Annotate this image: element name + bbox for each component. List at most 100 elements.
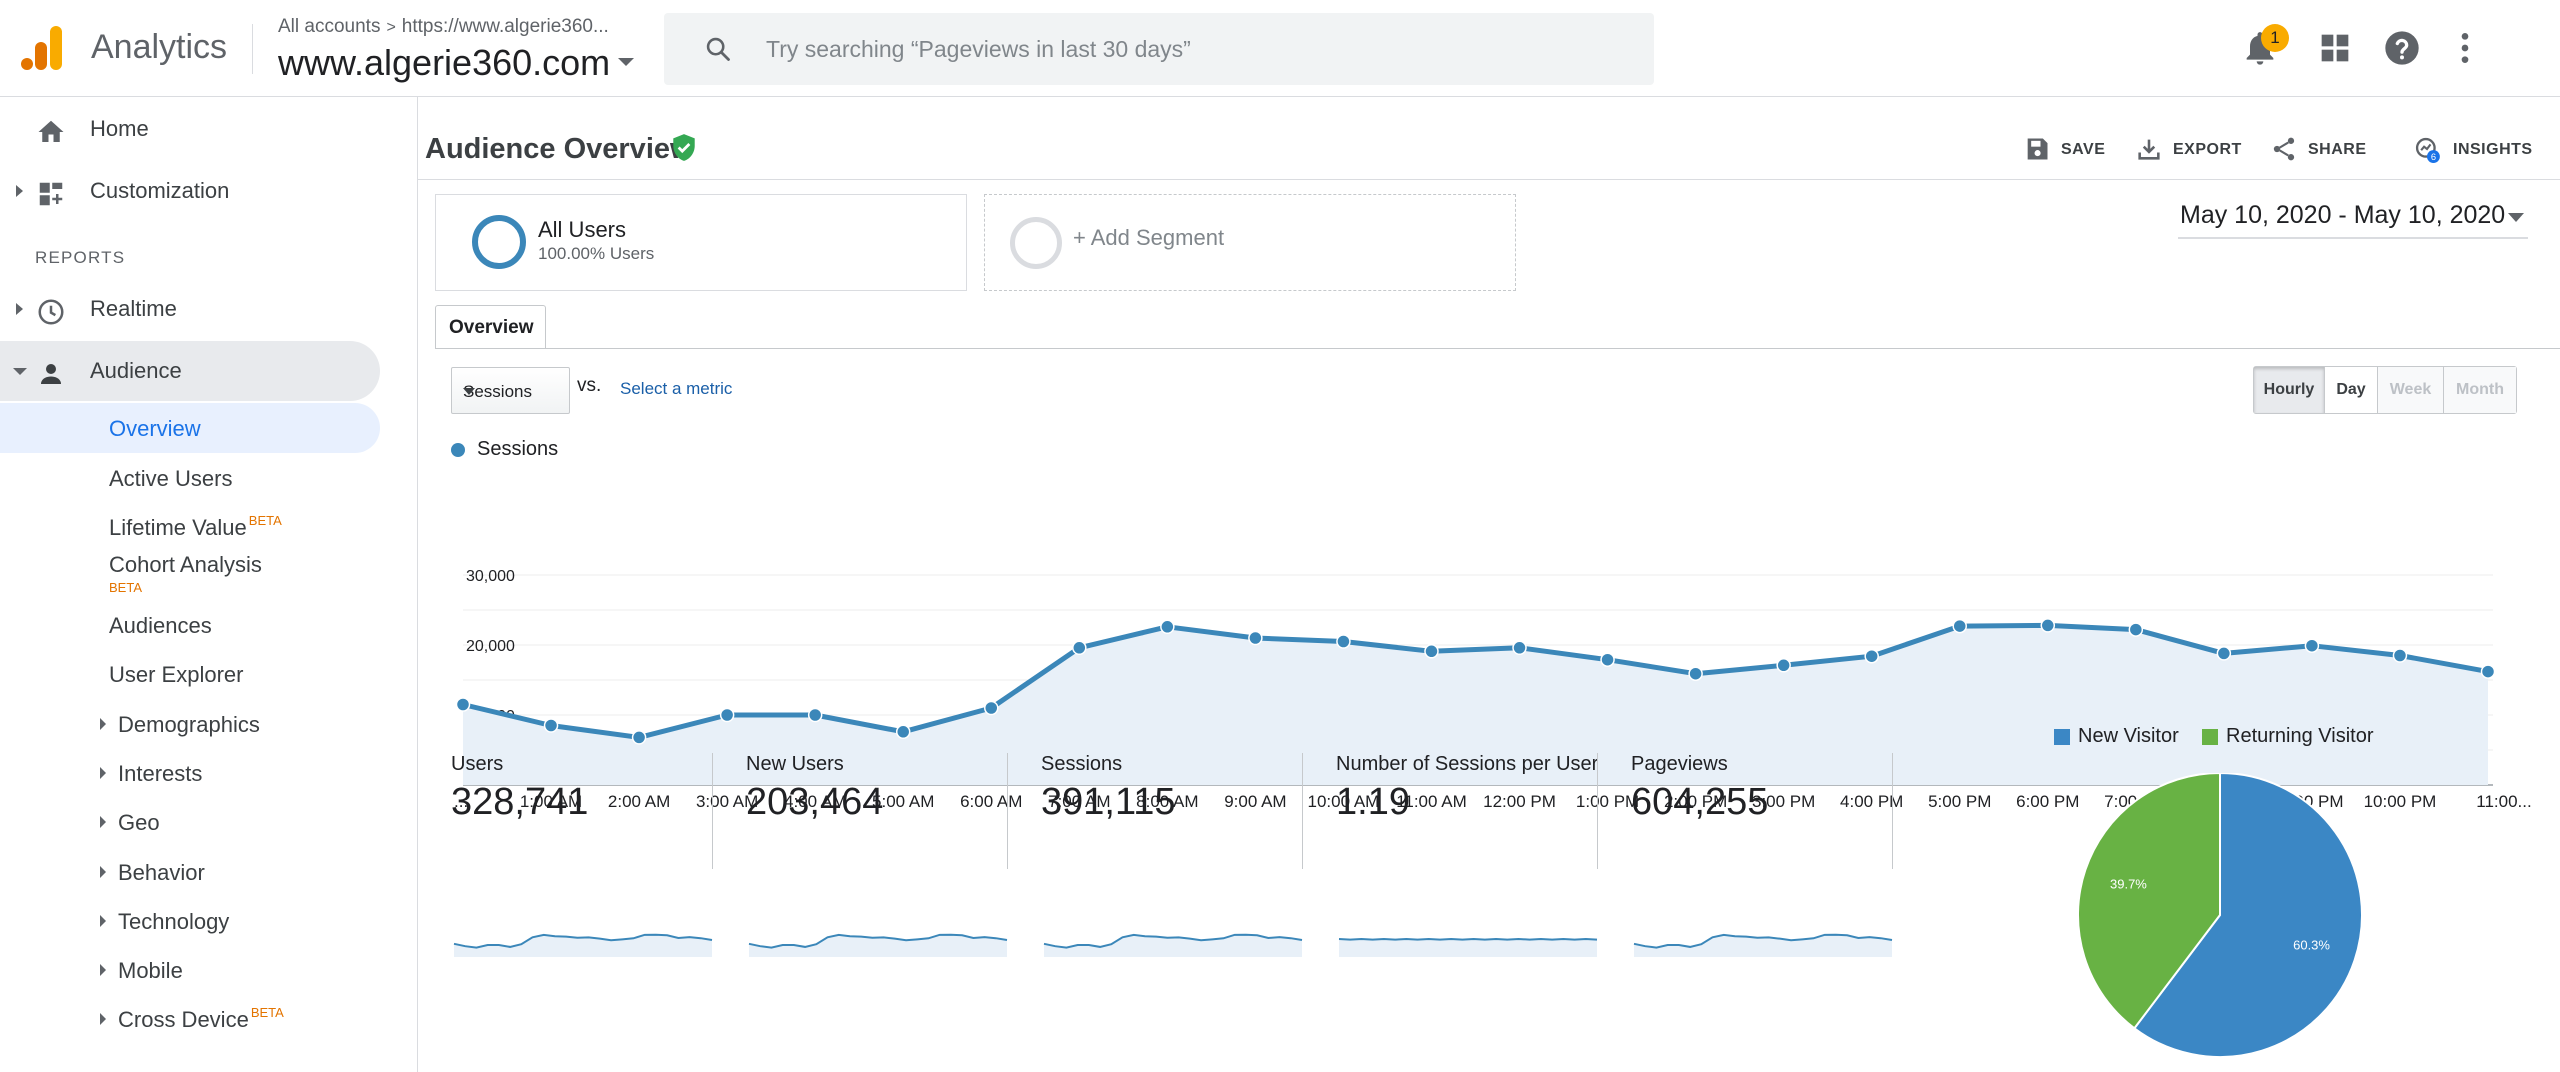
expand-arrow-icon[interactable] (100, 915, 106, 927)
data-point[interactable] (455, 697, 471, 712)
hourly-button[interactable]: Hourly (2254, 367, 2324, 413)
search-input[interactable] (766, 27, 1626, 71)
data-point[interactable] (1160, 619, 1175, 635)
dashboard-icon (39, 182, 63, 206)
data-point[interactable] (2040, 618, 2056, 633)
sidebar-item-customization[interactable]: Customization (0, 161, 380, 221)
week-button[interactable]: Week (2377, 367, 2443, 413)
scorecard-divider (712, 753, 713, 869)
share-label: SHARE (2308, 141, 2367, 158)
save-label: SAVE (2061, 141, 2106, 158)
sidebar-item-audience[interactable]: Audience (0, 341, 380, 401)
data-point[interactable] (2480, 664, 2496, 679)
segment-all-users[interactable]: All Users 100.00% Users (435, 194, 967, 291)
sidebar-item-home[interactable]: Home (0, 99, 380, 159)
sidebar-item-realtime[interactable]: Realtime (0, 279, 380, 339)
add-segment-button[interactable]: + Add Segment (984, 194, 1516, 291)
sidebar-item-label: Customization (90, 178, 230, 203)
data-point[interactable] (807, 707, 823, 723)
breadcrumb-all-accounts[interactable]: All accounts (278, 16, 381, 37)
sidebar-item-cross-device[interactable]: Cross Device BETA (0, 994, 380, 1044)
metric-select[interactable]: Sessions (451, 367, 570, 414)
more-vert-icon[interactable] (2445, 28, 2485, 68)
sidebar-item-demographics[interactable]: Demographics (0, 699, 380, 749)
analytics-logo[interactable] (20, 24, 64, 72)
expand-arrow-icon[interactable] (16, 185, 23, 197)
sidebar-item-label: Geo (118, 810, 160, 835)
tab-overview[interactable]: Overview (435, 305, 546, 349)
scorecard-value: 604,255 (1631, 781, 1769, 823)
account-breadcrumb[interactable]: All accounts > https://www.algerie360... (278, 16, 609, 38)
sidebar-item-lifetime-value[interactable]: Lifetime Value BETA (0, 502, 380, 552)
data-point[interactable] (543, 718, 559, 733)
data-point[interactable] (895, 724, 911, 740)
legend-label: Sessions (477, 438, 559, 460)
scorecard-new-users[interactable]: New Users 203,464 (713, 745, 1008, 870)
x-tick-label: 11:00... (2476, 792, 2531, 811)
data-point[interactable] (631, 730, 647, 745)
download-icon (2138, 139, 2160, 160)
beta-badge: BETA (250, 1005, 284, 1020)
expand-arrow-icon[interactable] (100, 964, 106, 976)
sidebar-item-overview[interactable]: Overview (0, 403, 380, 453)
data-point[interactable] (2216, 646, 2232, 661)
month-button[interactable]: Month (2443, 367, 2516, 413)
sidebar-item-interests[interactable]: Interests (0, 748, 380, 798)
data-point[interactable] (1864, 648, 1879, 664)
pie-slice[interactable] (2132, 773, 2363, 1058)
visitor-type-pie-chart[interactable]: 60.3% 39.7% (2078, 773, 2378, 1072)
select-metric-link[interactable]: Select a metric (620, 379, 733, 398)
data-point[interactable] (1248, 630, 1263, 646)
expand-arrow-icon[interactable] (100, 1013, 106, 1025)
help-icon[interactable] (2382, 28, 2422, 68)
scorecard-pageviews[interactable]: Pageviews 604,255 (1598, 745, 1893, 870)
sidebar-item-behavior[interactable]: Behavior (0, 847, 380, 897)
pie-slice[interactable] (2078, 773, 2221, 1030)
date-range-picker[interactable]: May 10, 2020 - May 10, 2020 (2178, 199, 2528, 239)
day-button[interactable]: Day (2324, 367, 2377, 413)
x-tick-label: 6:00 PM (2016, 792, 2079, 811)
sidebar-item-user-explorer[interactable]: User Explorer (0, 649, 380, 699)
account-dropdown-icon[interactable] (618, 58, 634, 66)
expand-arrow-icon[interactable] (100, 866, 106, 878)
report-main: Audience Overview SAVE EXPORT SHARE (418, 97, 2560, 1072)
apps-grid-icon[interactable] (2315, 28, 2355, 68)
search-bar[interactable] (664, 13, 1654, 85)
breadcrumb-property[interactable]: https://www.algerie360... (401, 16, 609, 37)
data-point[interactable] (1952, 618, 1967, 634)
expand-arrow-icon[interactable] (100, 718, 106, 730)
data-point[interactable] (1776, 658, 1791, 673)
scorecard-users[interactable]: Users 328,741 (418, 745, 713, 870)
sidebar-item-geo[interactable]: Geo (0, 797, 380, 847)
data-point[interactable] (1336, 634, 1351, 649)
account-selector[interactable]: www.algerie360.com (278, 42, 611, 83)
expand-arrow-icon[interactable] (100, 816, 106, 828)
search-icon (706, 37, 730, 61)
sidebar: Home Customization REPORTS Realtime Audi… (0, 97, 418, 1072)
data-point[interactable] (984, 700, 999, 716)
expand-arrow-icon[interactable] (100, 767, 106, 779)
data-point[interactable] (2392, 648, 2408, 663)
sidebar-item-audiences[interactable]: Audiences (0, 600, 380, 650)
home-icon (38, 120, 64, 142)
x-tick-label: 3:00 PM (1752, 792, 1815, 811)
data-point[interactable] (1688, 666, 1703, 681)
data-point[interactable] (2304, 638, 2320, 653)
data-point[interactable] (719, 707, 735, 723)
scorecard-sessions[interactable]: Sessions 391,115 (1008, 745, 1303, 870)
x-tick-label: 1:00 PM (1576, 792, 1639, 811)
data-point[interactable] (1072, 640, 1087, 656)
sidebar-item-active-users[interactable]: Active Users (0, 453, 380, 503)
sidebar-item-technology[interactable]: Technology (0, 896, 380, 946)
sidebar-item-cohort-analysis[interactable]: Cohort Analysis BETA (0, 543, 380, 595)
sidebar-item-mobile[interactable]: Mobile (0, 945, 380, 995)
expand-arrow-icon[interactable] (16, 303, 23, 315)
data-point[interactable] (1512, 640, 1527, 656)
data-point[interactable] (2128, 622, 2144, 637)
x-tick-label: 2:00 AM (608, 792, 670, 811)
data-point[interactable] (1424, 644, 1439, 659)
collapse-arrow-icon[interactable] (13, 368, 27, 375)
scorecard-sessions-per-user[interactable]: Number of Sessions per User 1.19 (1303, 745, 1598, 870)
data-point[interactable] (1600, 652, 1615, 667)
